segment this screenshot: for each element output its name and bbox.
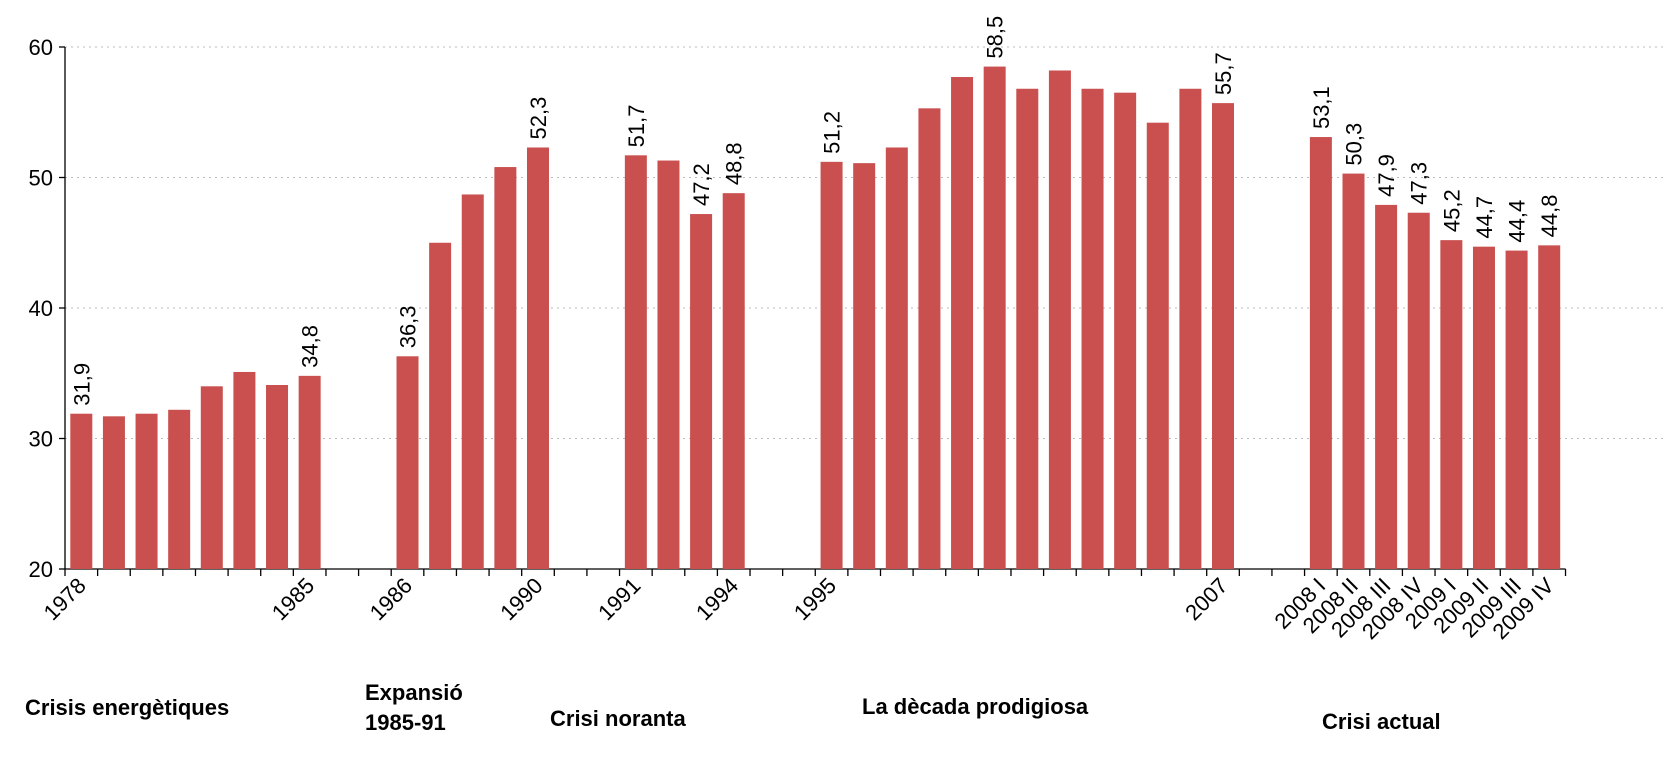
y-tick-label: 40 (29, 296, 53, 321)
value-label: 47,3 (1407, 162, 1432, 205)
bar (1048, 70, 1071, 570)
value-label: 51,2 (820, 111, 845, 154)
bar (1505, 250, 1528, 569)
bar (135, 413, 158, 569)
value-label: 44,8 (1537, 195, 1562, 238)
value-label: 44,7 (1472, 196, 1497, 239)
bar (429, 242, 452, 569)
value-label: 51,7 (624, 104, 649, 147)
value-label: 47,9 (1374, 154, 1399, 197)
bar (70, 413, 93, 569)
bar (1114, 92, 1137, 570)
bar (1146, 122, 1169, 569)
bar (1212, 103, 1235, 570)
bar (396, 356, 419, 569)
y-tick-label: 50 (29, 166, 53, 191)
bar (298, 375, 321, 569)
value-label: 47,2 (689, 163, 714, 206)
value-label: 36,3 (396, 305, 421, 348)
value-label: 52,3 (526, 97, 551, 140)
value-label: 34,8 (298, 325, 323, 368)
group-label: Expansió (365, 680, 463, 705)
x-tick-label: 1995 (789, 573, 841, 625)
value-label: 50,3 (1341, 123, 1366, 166)
bar (1179, 88, 1202, 569)
group-label: 1985-91 (365, 710, 446, 735)
bar (624, 155, 647, 569)
value-label: 44,4 (1505, 200, 1530, 243)
bar (853, 163, 876, 569)
bar (233, 371, 256, 569)
x-tick-label: 1985 (267, 573, 319, 625)
bar (494, 167, 517, 569)
bar (1440, 240, 1463, 569)
y-tick-label: 30 (29, 427, 53, 452)
bar (1538, 245, 1561, 570)
bar (983, 66, 1006, 569)
group-label: Crisi noranta (550, 706, 686, 731)
value-label: 45,2 (1439, 189, 1464, 232)
bar (657, 160, 680, 569)
group-label: Crisis energètiques (25, 695, 229, 720)
value-label: 55,7 (1211, 52, 1236, 95)
bar (951, 77, 974, 569)
bar (1342, 173, 1365, 569)
bar (1375, 204, 1398, 569)
bar (820, 161, 843, 569)
group-label: Crisi actual (1322, 709, 1441, 734)
bar (1309, 137, 1332, 570)
bar (461, 194, 484, 569)
bar (690, 214, 713, 570)
value-label: 31,9 (69, 363, 94, 406)
x-tick-label: 1991 (593, 573, 645, 625)
group-label: La dècada prodigiosa (862, 694, 1089, 719)
bar (1472, 246, 1495, 570)
bar (1016, 88, 1039, 569)
bar (200, 386, 223, 569)
bar (1407, 212, 1430, 570)
y-tick-label: 60 (29, 35, 53, 60)
value-label: 48,8 (722, 142, 747, 185)
x-tick-label: 1990 (495, 573, 547, 625)
bar (722, 193, 745, 569)
bar (168, 409, 191, 569)
value-label: 53,1 (1309, 86, 1334, 129)
bar (266, 384, 289, 569)
bar (102, 416, 125, 569)
y-tick-label: 20 (29, 557, 53, 582)
bar (918, 108, 941, 570)
x-tick-label: 2007 (1180, 573, 1232, 625)
value-label: 58,5 (983, 16, 1008, 59)
x-tick-label: 1986 (365, 573, 417, 625)
bar (1081, 88, 1104, 569)
bar (885, 147, 908, 570)
x-tick-label: 1994 (691, 573, 743, 625)
bar (526, 147, 549, 570)
